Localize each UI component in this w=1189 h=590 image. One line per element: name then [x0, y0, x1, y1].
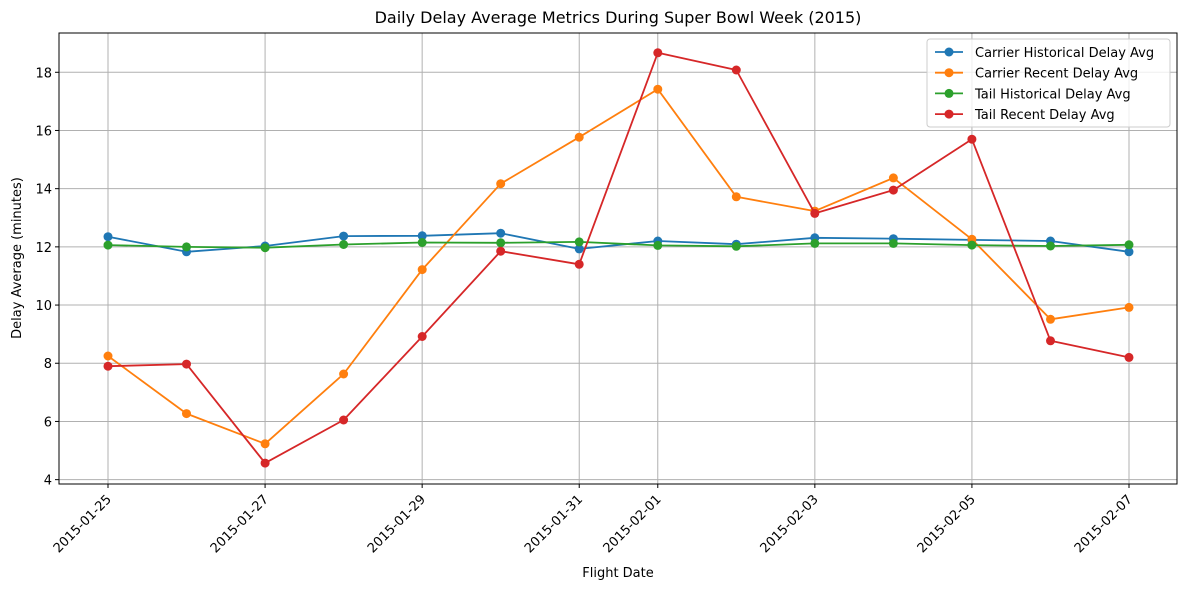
data-point	[1124, 240, 1134, 250]
data-point	[574, 244, 584, 254]
legend-marker	[944, 109, 954, 119]
series-4	[103, 48, 1134, 468]
series-line	[107, 88, 1130, 445]
y-tick-label: 12	[35, 241, 52, 256]
data-point	[417, 265, 427, 275]
data-point	[339, 369, 349, 379]
data-point	[653, 84, 663, 94]
series-1	[103, 228, 1134, 257]
legend-label: Carrier Historical Delay Avg	[975, 46, 1154, 61]
data-point	[1124, 247, 1134, 257]
x-axis-label: Flight Date	[582, 566, 654, 581]
data-point	[260, 439, 270, 449]
series-layer	[103, 48, 1134, 468]
legend-item: Carrier Historical Delay Avg	[935, 46, 1154, 61]
data-point	[888, 185, 898, 195]
data-point	[731, 241, 741, 251]
series-line	[107, 232, 1130, 253]
data-point	[888, 173, 898, 183]
data-point	[653, 48, 663, 58]
legend-label: Carrier Recent Delay Avg	[975, 67, 1138, 82]
legend-item: Carrier Recent Delay Avg	[935, 67, 1138, 82]
data-point	[810, 238, 820, 248]
y-tick-label: 18	[35, 66, 52, 81]
data-point	[574, 132, 584, 142]
data-point	[967, 240, 977, 250]
data-point	[496, 246, 506, 256]
legend-item: Tail Recent Delay Avg	[935, 108, 1115, 123]
x-tick-label: 2015-01-27	[208, 492, 272, 556]
data-point	[103, 240, 113, 250]
legend-label: Tail Historical Delay Avg	[974, 87, 1131, 102]
legend: Carrier Historical Delay Avg Carrier Rece…	[926, 38, 1171, 128]
y-tick-label: 10	[35, 299, 52, 314]
data-point	[182, 359, 191, 369]
y-tick-label: 6	[44, 415, 52, 430]
data-point	[339, 240, 349, 249]
series-3	[103, 237, 1134, 253]
legend-item: Tail Historical Delay Avg	[935, 87, 1131, 102]
series-line	[107, 51, 1130, 465]
data-point	[888, 238, 898, 248]
y-axis-label: Delay Average (minutes)	[10, 177, 25, 339]
y-tick-label: 14	[35, 183, 52, 198]
data-point	[810, 208, 820, 218]
x-tick-label: 2015-01-31	[522, 492, 586, 556]
data-point	[103, 361, 113, 371]
data-point	[417, 332, 427, 341]
data-point	[574, 237, 584, 247]
x-tick-label: 2015-02-07	[1072, 492, 1136, 556]
data-point	[1046, 241, 1055, 251]
data-point	[417, 238, 427, 247]
data-point	[1124, 302, 1134, 312]
data-point	[496, 238, 506, 248]
data-point	[496, 179, 506, 189]
data-point	[1046, 336, 1055, 346]
series-2	[103, 84, 1134, 449]
data-point	[731, 65, 741, 75]
data-point	[260, 458, 270, 468]
data-point	[1124, 352, 1134, 362]
x-tick-label: 2015-02-03	[758, 492, 822, 556]
chart-title: Daily Delay Average Metrics During Super…	[375, 8, 862, 27]
legend-marker	[944, 47, 954, 57]
y-tick-label: 16	[35, 124, 52, 139]
data-point	[103, 351, 113, 361]
data-point	[260, 243, 270, 253]
data-point	[417, 231, 427, 241]
data-point	[182, 242, 191, 252]
x-tick-label: 2015-02-01	[601, 492, 665, 556]
y-tick-label: 4	[44, 474, 52, 489]
x-tick-label: 2015-01-25	[51, 492, 115, 556]
series-line	[107, 240, 1130, 249]
legend-marker	[944, 68, 954, 78]
y-tick-label: 8	[44, 357, 52, 372]
x-tick-label: 2015-01-29	[365, 492, 429, 556]
data-point	[496, 228, 506, 238]
data-point	[1046, 314, 1055, 324]
plot-frame	[58, 32, 1178, 485]
data-point	[339, 231, 349, 241]
legend-label: Tail Recent Delay Avg	[974, 108, 1115, 123]
data-point	[967, 134, 977, 144]
legend-marker	[944, 88, 954, 98]
data-point	[731, 192, 741, 202]
data-point	[339, 415, 349, 425]
legend-box	[926, 38, 1171, 128]
data-point	[103, 232, 113, 242]
data-point	[653, 240, 663, 250]
x-tick-label: 2015-02-05	[915, 492, 979, 556]
data-point	[574, 259, 584, 269]
data-point	[182, 409, 191, 419]
